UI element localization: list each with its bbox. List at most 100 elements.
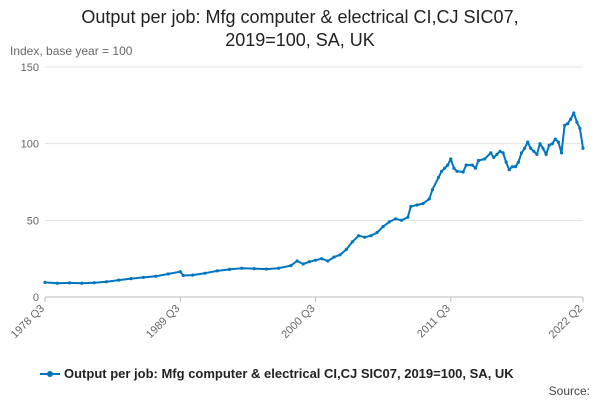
data-point bbox=[68, 281, 72, 285]
data-point bbox=[117, 278, 121, 282]
data-point bbox=[409, 204, 413, 209]
data-point bbox=[523, 146, 527, 150]
series-layer bbox=[43, 111, 585, 285]
data-point bbox=[400, 218, 404, 222]
x-tick-label: 1978 Q3 bbox=[9, 303, 47, 341]
source-label: Source: bbox=[548, 384, 590, 398]
data-point bbox=[80, 281, 84, 285]
data-point bbox=[338, 253, 342, 257]
data-point bbox=[406, 215, 410, 219]
data-point bbox=[375, 231, 379, 235]
series-line bbox=[44, 112, 584, 285]
gridlines bbox=[45, 66, 583, 298]
data-point bbox=[387, 220, 391, 224]
data-point bbox=[498, 149, 502, 153]
legend[interactable]: Output per job: Mfg computer & electrica… bbox=[40, 366, 514, 381]
data-point bbox=[295, 259, 299, 263]
data-point bbox=[473, 166, 477, 170]
chart-title-line-1: Output per job: Mfg computer & electrica… bbox=[81, 7, 519, 27]
data-point bbox=[363, 235, 367, 239]
data-point bbox=[421, 201, 425, 206]
data-point bbox=[320, 257, 324, 261]
legend-swatch bbox=[40, 369, 60, 379]
data-point bbox=[566, 122, 570, 126]
data-point bbox=[495, 152, 499, 156]
data-point bbox=[547, 143, 551, 147]
data-point bbox=[301, 262, 305, 266]
data-point bbox=[541, 146, 545, 150]
x-axis-ticks: 1978 Q3 1989 Q3 2000 Q3 2011 Q3 2022 Q2 bbox=[9, 297, 585, 341]
data-point bbox=[227, 267, 232, 271]
data-point bbox=[43, 280, 47, 284]
data-point bbox=[461, 170, 465, 174]
y-tick-label: 0 bbox=[33, 292, 39, 304]
data-point bbox=[449, 157, 453, 161]
data-point bbox=[252, 267, 256, 271]
data-point bbox=[569, 117, 573, 121]
data-point bbox=[535, 152, 539, 156]
data-point bbox=[181, 273, 185, 278]
data-point bbox=[154, 274, 158, 278]
chart-title: Output per job: Mfg computer & electrica… bbox=[0, 6, 600, 52]
data-point bbox=[344, 247, 348, 252]
data-point bbox=[141, 275, 145, 279]
x-tick-label: 2000 Q3 bbox=[279, 303, 317, 341]
data-point bbox=[519, 151, 524, 155]
data-point bbox=[166, 272, 170, 276]
data-point bbox=[332, 255, 336, 259]
data-point bbox=[446, 163, 450, 167]
data-point bbox=[289, 264, 293, 268]
data-point bbox=[563, 123, 567, 127]
data-point bbox=[415, 203, 419, 207]
data-point bbox=[575, 120, 579, 124]
data-point bbox=[572, 111, 576, 115]
data-point bbox=[393, 217, 398, 221]
y-tick-label: 150 bbox=[21, 62, 39, 74]
data-point bbox=[516, 160, 521, 164]
data-point bbox=[510, 165, 514, 169]
data-point bbox=[440, 169, 444, 173]
data-point bbox=[559, 151, 564, 155]
data-point bbox=[326, 259, 330, 263]
x-tick-label: 2022 Q2 bbox=[547, 303, 585, 341]
data-point bbox=[381, 224, 385, 229]
data-point bbox=[452, 166, 456, 170]
y-axis-ticks: 0 50 100 150 bbox=[21, 62, 39, 304]
data-point bbox=[369, 234, 373, 238]
data-point bbox=[215, 269, 219, 273]
data-point bbox=[513, 165, 518, 169]
data-point bbox=[581, 146, 585, 150]
data-point bbox=[464, 163, 468, 167]
data-point bbox=[427, 197, 431, 201]
data-point bbox=[553, 137, 557, 141]
y-axis-unit-label: Index, base year = 100 bbox=[10, 44, 133, 58]
data-point bbox=[544, 152, 548, 156]
data-point bbox=[443, 166, 447, 170]
data-point bbox=[476, 158, 481, 163]
x-tick-label: 1989 Q3 bbox=[144, 303, 182, 341]
chart-title-line-2: 2019=100, SA, UK bbox=[225, 30, 375, 50]
data-point bbox=[430, 188, 434, 192]
legend-label: Output per job: Mfg computer & electrica… bbox=[64, 366, 514, 381]
data-point bbox=[504, 160, 508, 164]
y-tick-label: 50 bbox=[27, 215, 39, 227]
data-point bbox=[191, 273, 195, 277]
data-point bbox=[501, 151, 505, 155]
data-point bbox=[538, 142, 542, 146]
data-point bbox=[532, 149, 536, 153]
data-point bbox=[455, 169, 459, 173]
data-point bbox=[350, 240, 354, 244]
data-point bbox=[203, 271, 207, 275]
data-point bbox=[357, 234, 361, 238]
data-point bbox=[470, 163, 474, 167]
data-point bbox=[313, 258, 318, 262]
data-point bbox=[489, 151, 493, 155]
data-point bbox=[307, 260, 311, 264]
x-tick-label: 2011 Q3 bbox=[415, 303, 453, 341]
data-point bbox=[436, 175, 441, 179]
data-point bbox=[55, 281, 59, 285]
y-tick-label: 100 bbox=[21, 139, 39, 151]
data-point bbox=[483, 157, 487, 161]
data-point bbox=[104, 280, 109, 284]
